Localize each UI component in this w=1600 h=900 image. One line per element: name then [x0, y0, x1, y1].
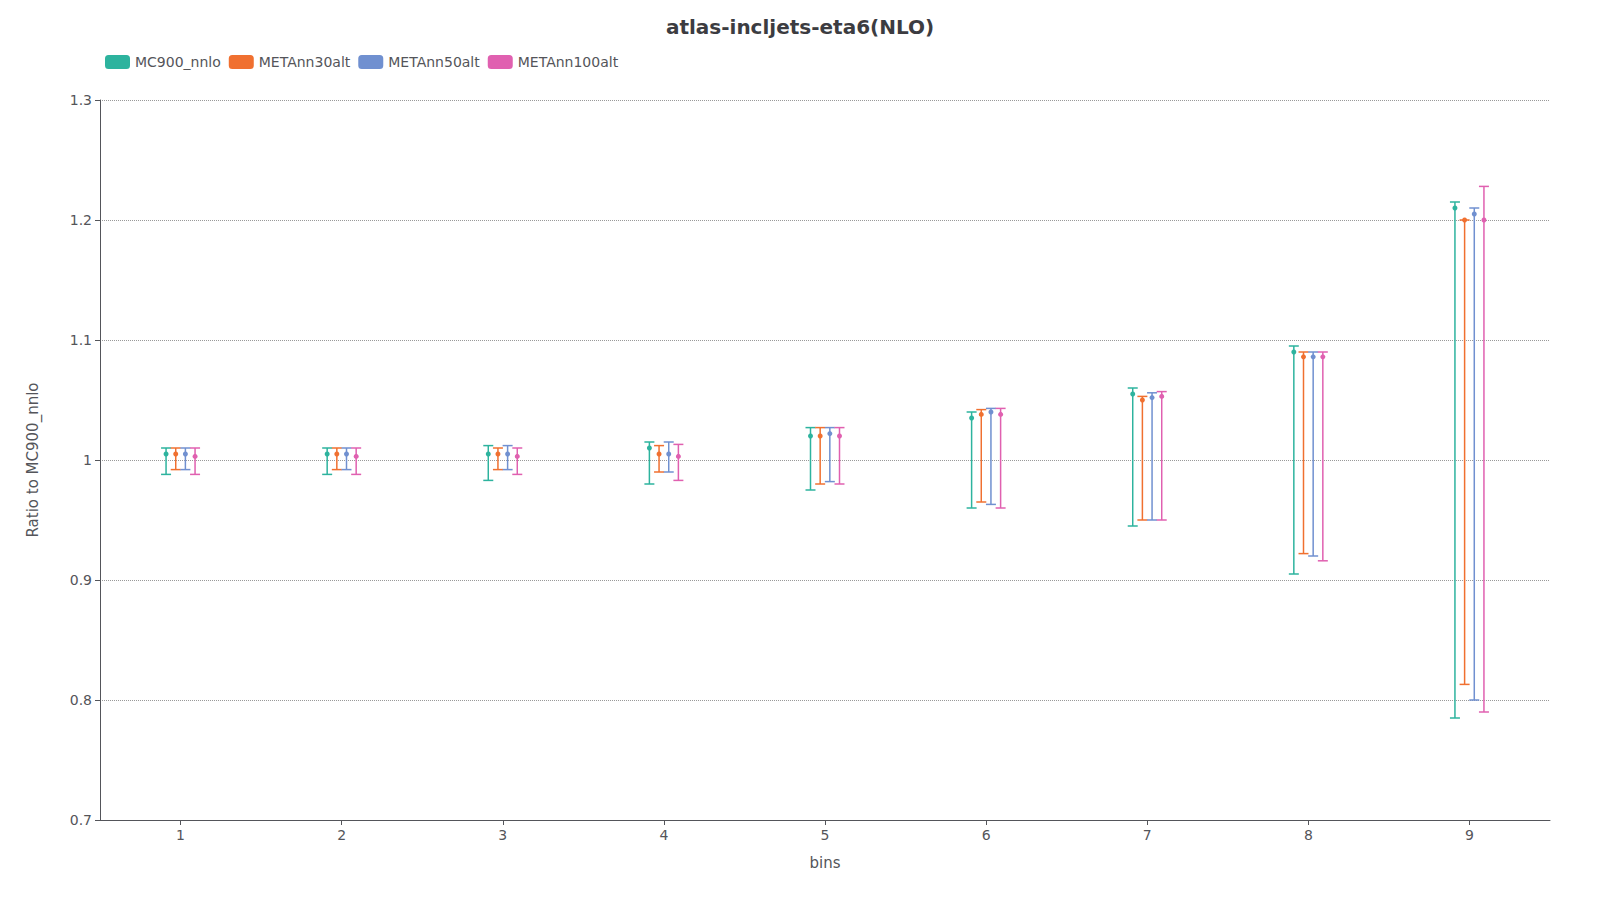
svg-text:1: 1 — [176, 827, 185, 843]
svg-text:bins: bins — [809, 854, 840, 872]
svg-text:7: 7 — [1143, 827, 1152, 843]
svg-text:9: 9 — [1465, 827, 1474, 843]
svg-text:0.9: 0.9 — [70, 572, 92, 588]
svg-text:METAnn50alt: METAnn50alt — [388, 54, 480, 70]
svg-text:6: 6 — [982, 827, 991, 843]
svg-text:1.3: 1.3 — [70, 92, 92, 108]
svg-text:5: 5 — [821, 827, 830, 843]
svg-text:4: 4 — [659, 827, 668, 843]
svg-text:2: 2 — [337, 827, 346, 843]
svg-text:3: 3 — [498, 827, 507, 843]
svg-text:atlas-incljets-eta6(NLO): atlas-incljets-eta6(NLO) — [666, 15, 934, 39]
svg-text:0.8: 0.8 — [70, 692, 92, 708]
svg-text:MC900_nnlo: MC900_nnlo — [135, 54, 221, 70]
svg-text:8: 8 — [1304, 827, 1313, 843]
svg-text:0.7: 0.7 — [70, 812, 92, 828]
svg-text:Ratio to MC900_nnlo: Ratio to MC900_nnlo — [24, 382, 43, 537]
svg-text:METAnn30alt: METAnn30alt — [259, 54, 351, 70]
svg-text:METAnn100alt: METAnn100alt — [518, 54, 619, 70]
svg-text:1.2: 1.2 — [70, 212, 92, 228]
svg-text:1.1: 1.1 — [70, 332, 92, 348]
svg-text:1: 1 — [83, 452, 92, 468]
